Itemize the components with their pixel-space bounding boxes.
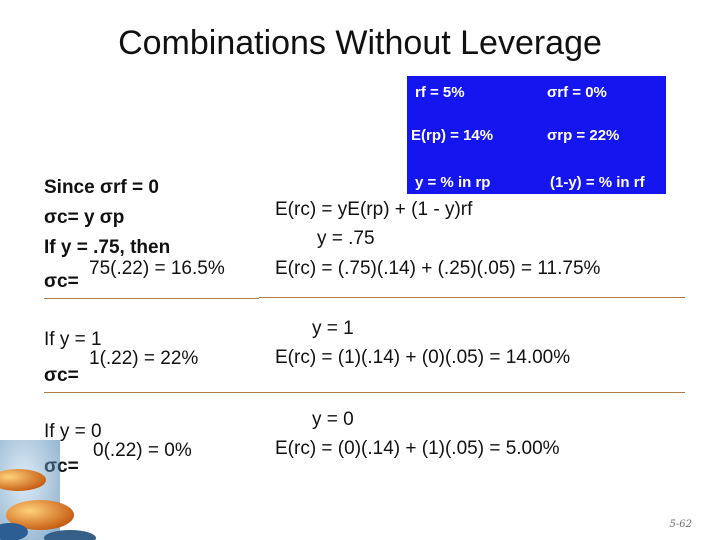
rf-value: rf = 5% <box>415 84 465 101</box>
y-definition: y = % in rp <box>415 174 491 191</box>
expected-rp-value: E(rp) = 14% <box>411 127 494 144</box>
one-minus-y-definition: (1-y) = % in rf <box>550 174 645 191</box>
divider-left-1 <box>44 298 259 299</box>
sigma-c-label: σc= <box>44 365 79 386</box>
y-0-label: y = 0 <box>312 409 354 430</box>
sigma-c-label: σc= <box>44 271 79 292</box>
y-075-label: y = .75 <box>317 228 375 249</box>
page-number: 5-62 <box>669 519 692 530</box>
divider-2 <box>44 392 685 393</box>
expected-return-0: E(rc) = (0)(.14) + (1)(.05) = 5.00% <box>275 438 560 459</box>
since-sigma-rf-line: Since σrf = 0 <box>44 177 159 198</box>
sigma-c-1-result: 1(.22) = 22% <box>89 348 199 369</box>
pebbles-image <box>0 440 96 540</box>
sigma-rp-value: σrp = 22% <box>547 127 620 144</box>
slide-title: Combinations Without Leverage <box>118 24 602 62</box>
expected-return-formula: E(rc) = yE(rp) + (1 - y)rf <box>275 199 473 220</box>
if-y-0-line: If y = 0 <box>44 421 102 442</box>
divider-right-1 <box>259 297 685 298</box>
parameter-box: rf = 5% σrf = 0% E(rp) = 14% σrp = 22% y… <box>407 76 666 194</box>
sigma-rf-value: σrf = 0% <box>547 84 607 101</box>
expected-return-1: E(rc) = (1)(.14) + (0)(.05) = 14.00% <box>275 347 571 368</box>
sigma-c-075-result: 75(.22) = 16.5% <box>89 258 225 279</box>
y-1-label: y = 1 <box>312 318 354 339</box>
if-y-1-line: If y = 1 <box>44 329 102 350</box>
sigma-c-formula: σc= y σp <box>44 207 125 228</box>
expected-return-075: E(rc) = (.75)(.14) + (.25)(.05) = 11.75% <box>275 258 601 279</box>
if-y-075-line: If y = .75, then <box>44 237 171 258</box>
sigma-c-0-result: 0(.22) = 0% <box>93 440 192 461</box>
